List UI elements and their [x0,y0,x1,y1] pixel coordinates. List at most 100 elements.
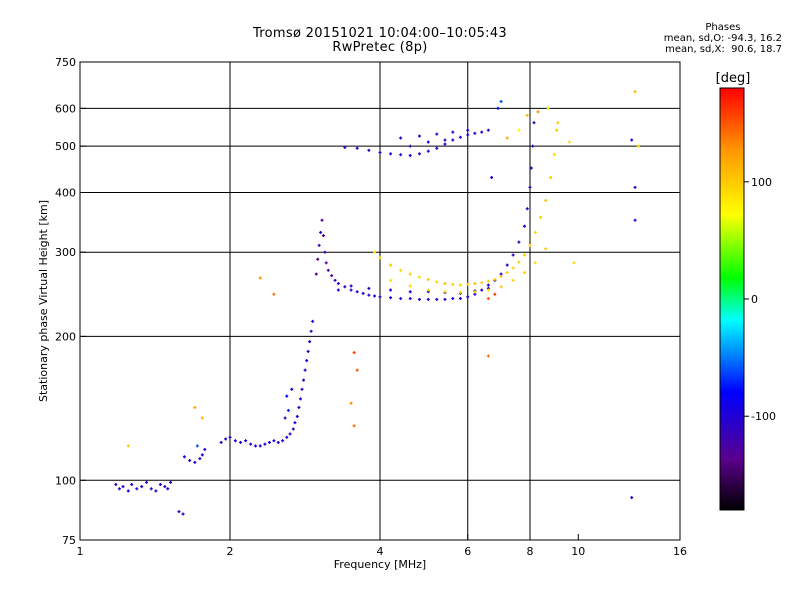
data-point-o [177,510,181,514]
data-point-o [443,297,447,301]
data-point-o [466,295,470,299]
data-point-o [290,387,294,391]
data-point-x [486,297,490,301]
data-point-x [511,278,515,282]
data-point-o [451,297,455,301]
data-point-x [486,279,490,283]
data-point-x [633,90,637,94]
data-point-o [130,482,134,486]
data-point-o [458,135,462,139]
y-tick-label: 500 [55,140,76,153]
data-point-o [458,297,462,301]
y-axis-ticks: 75 100 200 300 400 500 600 750 [55,56,86,547]
data-point-o [378,295,382,299]
data-point-o [114,482,118,486]
data-point-o [531,144,535,148]
data-point-o [486,128,490,132]
data-point-o [451,138,455,142]
data-point-o [291,427,295,431]
data-point-o [239,440,243,444]
data-point-o [300,387,304,391]
data-point-o [166,487,170,491]
data-point-x [443,282,447,286]
data-point-o [408,144,412,148]
data-point-o [228,435,232,439]
y-tick-label: 750 [55,56,76,69]
data-point-o [326,268,330,272]
data-point-x [399,268,403,272]
data-point-x [556,121,560,125]
data-point-o [267,440,271,444]
data-point-o [426,297,430,301]
data-point-o [293,421,297,425]
data-point-o [169,480,173,484]
x-tick-label: 1 [77,545,84,558]
data-point-o [286,408,290,412]
data-point-o [343,285,347,289]
data-point-o [443,138,447,142]
data-point-x [378,256,382,260]
data-point-o [253,444,257,448]
data-point-x [505,136,509,140]
data-point-o [195,444,199,448]
data-point-o [276,440,280,444]
data-point-o [399,297,403,301]
data-point-o [283,416,287,420]
data-point-o [288,432,292,436]
data-point-o [298,397,302,401]
data-point-x [355,368,359,372]
data-point-x [493,278,497,282]
data-point-o [316,257,320,261]
x-tick-label: 16 [673,545,687,558]
data-point-o [203,447,207,451]
data-point-o [224,437,228,441]
data-point-o [126,489,130,493]
data-point-o [349,288,353,292]
data-point-x [408,284,412,288]
data-point-x [552,153,556,157]
data-point-o [528,185,532,189]
chart-subtitle: RwPretec (8p) [332,40,428,55]
data-point-o [408,154,412,158]
data-point-x [272,292,276,296]
y-tick-label: 400 [55,186,76,199]
colorbar-tick-label: -100 [751,410,776,423]
data-point-o [486,283,490,287]
data-point-o [323,250,327,254]
data-point-o [417,152,421,156]
data-point-x [546,106,550,110]
data-point-x [466,282,470,286]
data-point-o [117,487,121,491]
data-point-x [426,288,430,292]
data-point-o [263,442,267,446]
data-point-o [145,480,149,484]
phase-info-o: mean, sd,O: -94.3, 16.2 [663,33,782,44]
data-point-o [314,272,318,276]
data-point-x [517,260,521,264]
x-tick-label: 10 [571,545,585,558]
data-point-o [523,224,527,228]
phase-info: Phases mean, sd,O: -94.3, 16.2 mean, sd,… [664,22,782,55]
data-point-o [378,150,382,154]
x-tick-label: 4 [377,545,384,558]
data-point-o [417,297,421,301]
data-point-x [511,266,515,270]
data-point-o [532,121,536,125]
data-point-x [533,230,537,234]
data-point-o [249,442,253,446]
data-point-x [458,291,462,295]
data-point-o [309,329,313,333]
data-point-o [435,146,439,150]
data-point-o [355,290,359,294]
colorbar-ticks: 100 0 -100 [744,176,776,423]
colorbar-label: [deg] [716,71,751,86]
y-tick-label: 600 [55,102,76,115]
data-point-x [533,261,537,265]
data-point-x [544,247,548,251]
data-point-o [188,458,192,462]
data-point-o [399,153,403,157]
data-point-o [311,319,315,323]
data-point-x [528,243,532,247]
data-point-x [525,113,529,117]
data-point-o [285,435,289,439]
